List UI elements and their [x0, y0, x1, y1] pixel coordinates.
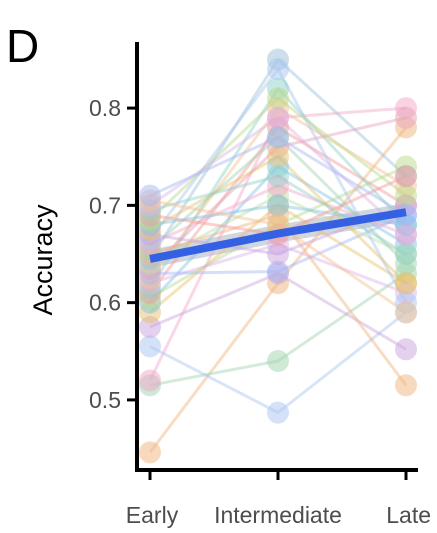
y-tick-label: 0.5 [89, 387, 121, 413]
subject-point [395, 301, 417, 324]
subject-point [267, 126, 289, 149]
subject-point [395, 272, 417, 295]
subject-point [395, 243, 417, 265]
subject-point [267, 145, 289, 168]
x-tick-label: Early [126, 502, 179, 528]
x-ticks: Early Intermediate Late [126, 470, 431, 528]
y-tick-label: 0.8 [89, 95, 121, 121]
subject-point [267, 260, 289, 283]
subject-point [395, 374, 417, 397]
subject-point [395, 338, 417, 361]
y-tick-label: 0.6 [89, 290, 121, 316]
y-tick-label: 0.7 [89, 192, 121, 218]
y-ticks: 0.5 0.6 0.7 0.8 [89, 95, 137, 413]
subject-point [267, 350, 289, 372]
subject-point [395, 106, 417, 129]
subject-point [267, 87, 289, 110]
subject-point [267, 243, 289, 265]
subject-point [139, 335, 161, 358]
subject-point [267, 165, 289, 188]
subject-point [395, 165, 417, 188]
trend-line [149, 208, 407, 263]
trend-line-layer [149, 208, 407, 263]
subject-point [267, 58, 289, 81]
subject-point [139, 184, 161, 207]
subject-point [395, 184, 417, 207]
subject-point [267, 106, 289, 129]
subject-point [267, 401, 289, 424]
subject-point [395, 223, 417, 246]
subject-point [139, 441, 161, 464]
x-tick-label: Late [386, 502, 431, 528]
x-tick-label: Intermediate [214, 502, 342, 528]
subject-point [267, 194, 289, 217]
y-axis-label: Accuracy [28, 204, 58, 316]
panel-label: D [6, 20, 39, 72]
subject-point [139, 369, 161, 392]
